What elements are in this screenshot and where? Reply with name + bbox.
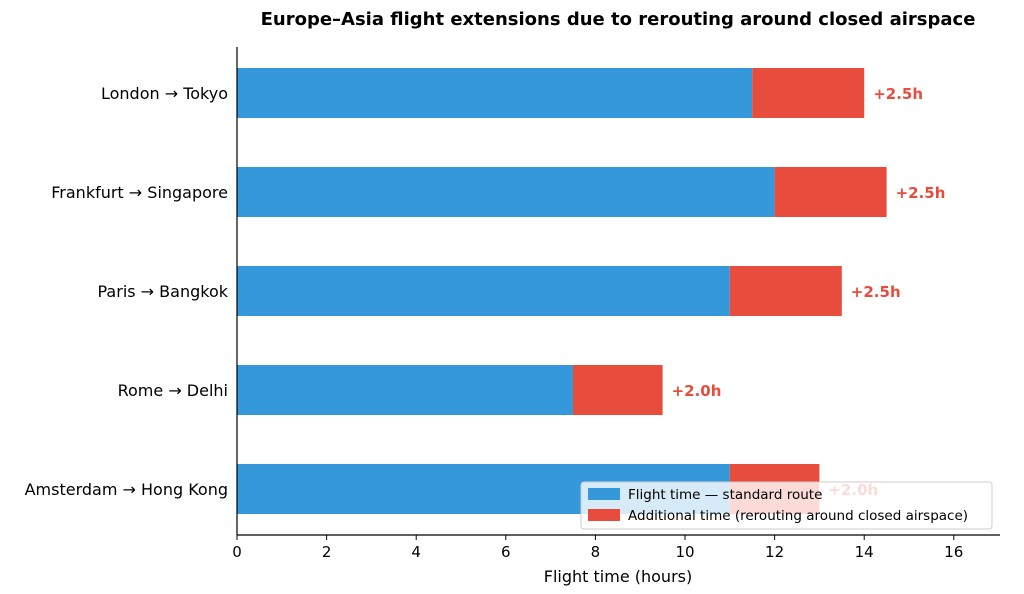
category-label-london-tokyo: London → Tokyo [101, 84, 228, 103]
x-axis-ticks: 0 2 4 6 8 10 12 14 16 [232, 535, 963, 561]
bar-additional-paris-bangkok [729, 266, 842, 316]
bar-additional-london-tokyo [752, 68, 865, 118]
bar-standard-london-tokyo [237, 68, 753, 118]
x-tick-label: 0 [232, 543, 242, 561]
data-label-paris-bangkok: +2.5h [851, 283, 901, 301]
x-tick-label: 6 [501, 543, 511, 561]
x-tick-label: 10 [675, 543, 694, 561]
bar-additional-frankfurt-singapore [774, 167, 887, 217]
data-label-frankfurt-singapore: +2.5h [896, 184, 946, 202]
bar-additional-rome-delhi [573, 365, 663, 415]
data-label-london-tokyo: +2.5h [873, 85, 923, 103]
category-label-rome-delhi: Rome → Delhi [118, 381, 228, 400]
legend-label-additional: Additional time (rerouting around closed… [628, 508, 968, 524]
category-labels: London → Tokyo Frankfurt → Singapore Paris… [25, 84, 229, 499]
legend-frame [580, 481, 993, 530]
chart-title: Europe–Asia flight extensions due to rer… [261, 9, 976, 30]
x-tick-label: 16 [944, 543, 963, 561]
legend-label-standard: Flight time — standard route [628, 487, 822, 503]
bar-standard-paris-bangkok [237, 266, 730, 316]
x-axis-label: Flight time (hours) [544, 567, 692, 586]
category-label-frankfurt-singapore: Frankfurt → Singapore [51, 183, 228, 202]
bar-standard-frankfurt-singapore [237, 167, 775, 217]
data-label-rome-delhi: +2.0h [672, 382, 722, 400]
x-tick-label: 14 [855, 543, 874, 561]
legend: Flight time — standard route Additional … [580, 481, 993, 530]
x-tick-label: 8 [591, 543, 601, 561]
bars-group [237, 68, 887, 514]
x-tick-label: 2 [322, 543, 332, 561]
category-label-paris-bangkok: Paris → Bangkok [98, 282, 229, 301]
legend-swatch-additional [588, 509, 620, 521]
legend-swatch-standard [588, 488, 620, 500]
x-tick-label: 4 [411, 543, 421, 561]
bar-standard-rome-delhi [237, 365, 573, 415]
x-tick-label: 12 [765, 543, 784, 561]
category-label-amsterdam-hong-kong: Amsterdam → Hong Kong [25, 480, 228, 499]
